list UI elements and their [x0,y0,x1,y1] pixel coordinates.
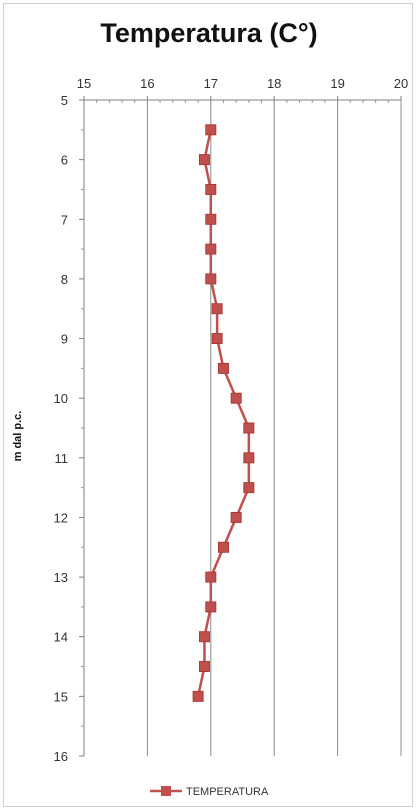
y-tick-label: 8 [61,272,68,287]
y-tick-label: 12 [54,510,68,525]
y-tick-label: 6 [61,153,68,168]
x-tick-label: 17 [204,76,218,91]
data-point-marker [205,571,217,583]
y-tick-label: 5 [61,93,68,108]
grid-layer [83,100,402,756]
x-tick-label: 19 [330,76,344,91]
data-point-marker [230,392,242,404]
data-point-marker [243,482,255,494]
data-point-marker [217,362,229,374]
y-tick-label: 10 [54,391,68,406]
x-tick-label: 16 [140,76,154,91]
data-point-marker [205,273,217,285]
data-point-marker [205,243,217,255]
data-point-marker [211,303,223,315]
data-point-marker [217,541,229,553]
data-point-marker [205,601,217,613]
series-layer [192,124,255,702]
data-point-marker [211,333,223,345]
data-point-marker [205,213,217,225]
data-point-marker [243,422,255,434]
data-point-marker [205,124,217,136]
y-tick-label: 14 [54,630,68,645]
y-tick-label: 9 [61,332,68,347]
data-point-marker [205,183,217,195]
chart-title: Temperatura (C°) [100,18,318,48]
legend-marker [161,786,171,796]
data-point-marker [198,154,210,166]
y-tick-label: 16 [54,749,68,764]
legend-label: TEMPERATURA [186,786,269,798]
data-point-marker [198,661,210,673]
data-point-marker [230,511,242,523]
y-tick-label: 13 [54,570,68,585]
data-point-marker [198,631,210,643]
axis-layer: 15 16 17 18 19 20 5 6 7 8 9 10 11 12 13 14 15 16 [54,76,409,764]
x-tick-label: 15 [77,76,91,91]
legend-layer: TEMPERATURA [150,786,269,798]
x-tick-label: 18 [267,76,281,91]
x-tick-label: 20 [394,76,408,91]
y-tick-label: 15 [54,689,68,704]
data-point-marker [243,452,255,464]
y-tick-label: 11 [55,451,69,466]
data-point-marker [192,690,204,702]
y-tick-label: 7 [61,212,68,227]
